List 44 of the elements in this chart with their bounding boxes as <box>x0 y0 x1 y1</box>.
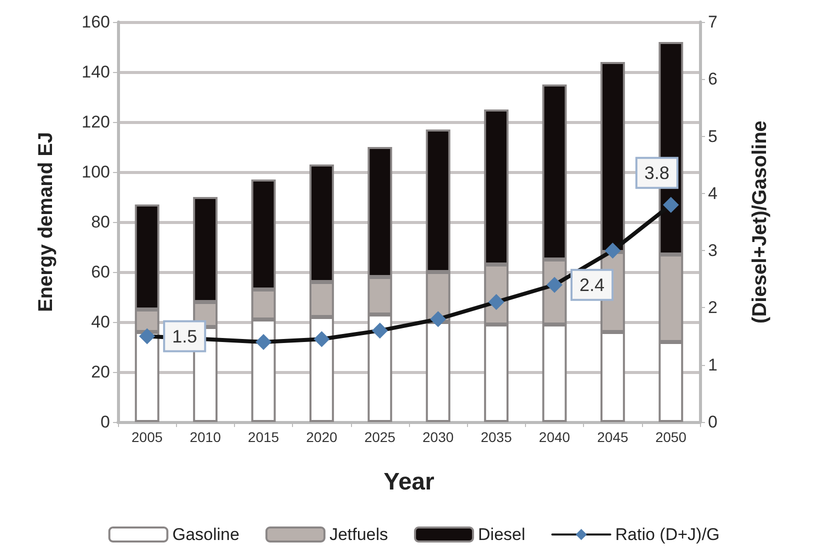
x-tick-label: 2045 <box>597 429 628 445</box>
y2-tick-label: 2 <box>708 298 718 318</box>
y2-tick-label: 4 <box>708 184 718 203</box>
point <box>256 334 272 350</box>
x-tick-label: 2005 <box>132 429 163 445</box>
y2-tick-label: 7 <box>708 12 718 32</box>
y2-tick-label: 0 <box>708 412 718 432</box>
x-tick-label: 2010 <box>190 429 222 445</box>
y-tick-label: 0 <box>100 412 110 432</box>
y2-axis-title: (Diesel+Jet)/Gasoline <box>749 120 771 324</box>
y2-tick-label: 5 <box>708 126 718 146</box>
y-tick-label: 60 <box>91 262 110 282</box>
x-axis-title: Year <box>384 468 434 496</box>
x-tick-label: 2025 <box>364 429 396 445</box>
y-tick-label: 160 <box>82 12 110 32</box>
point <box>604 242 621 259</box>
y2-tick-label: 1 <box>708 355 718 374</box>
x-tick-label: 2035 <box>480 429 512 445</box>
y-tick-label: 100 <box>82 162 110 182</box>
y-tick-label: 20 <box>91 362 110 382</box>
legend-label: Diesel <box>478 525 526 544</box>
y-tick-label: 140 <box>82 62 110 82</box>
point <box>662 196 679 213</box>
data-label: 2.4 <box>580 274 605 295</box>
legend-label: Jetfuels <box>329 525 388 544</box>
x-tick-label: 2020 <box>306 429 338 445</box>
point <box>372 322 388 339</box>
y2-tick-label: 6 <box>708 70 718 89</box>
y2-tick-label: 3 <box>708 241 718 260</box>
data-label: 3.8 <box>644 162 670 183</box>
x-tick-label: 2030 <box>422 429 454 445</box>
legend-label: Ratio (D+J)/G <box>615 525 720 544</box>
point <box>430 311 446 328</box>
point <box>314 331 330 348</box>
legend-label: Gasoline <box>172 525 240 544</box>
x-tick-label: 2040 <box>538 429 570 445</box>
y-axis-title: Energy demand EJ <box>35 132 57 312</box>
y-tick-label: 40 <box>91 312 110 332</box>
x-tick-label: 2015 <box>248 429 280 445</box>
data-label: 1.5 <box>172 326 198 346</box>
x-tick-label: 2050 <box>655 429 687 445</box>
point <box>139 328 156 344</box>
y-tick-label: 80 <box>91 212 110 232</box>
y-tick-label: 120 <box>82 112 110 132</box>
